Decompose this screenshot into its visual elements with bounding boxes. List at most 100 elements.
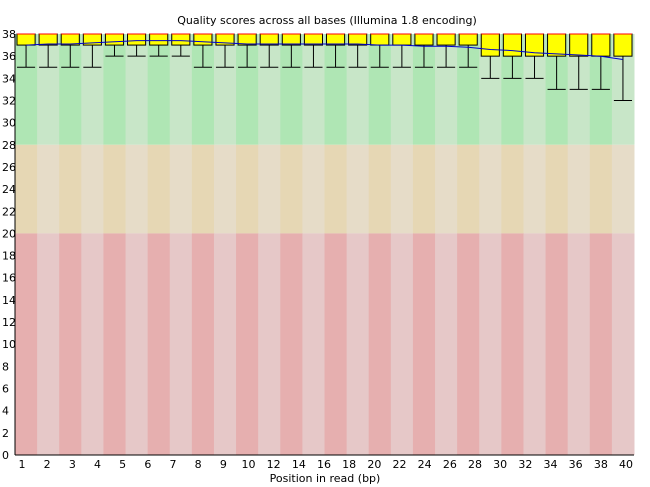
- iqr-box: [259, 33, 279, 46]
- quality-band-reasonable-stripe: [368, 144, 392, 234]
- box-position-1: [16, 33, 36, 68]
- iqr-box: [104, 33, 125, 46]
- quality-band-good-stripe: [324, 34, 348, 145]
- mean-line-group: [26, 40, 623, 60]
- quality-band-reasonable-stripe: [302, 144, 325, 234]
- quality-band-reasonable-stripe: [59, 144, 82, 234]
- quality-band-reasonable-stripe: [191, 144, 215, 234]
- quality-band-reasonable-stripe: [37, 144, 60, 234]
- quality-band-reasonable-stripe: [103, 144, 127, 234]
- box-position-28-29: [414, 33, 434, 68]
- quality-band-reasonable-stripe: [81, 144, 104, 234]
- quality-band-reasonable-stripe: [213, 144, 237, 234]
- box-position-5: [104, 33, 125, 57]
- y-tick-label: 2: [2, 427, 9, 440]
- quality-band-reasonable-stripe: [567, 144, 591, 234]
- x-tick-label: 20: [367, 458, 381, 471]
- quality-band-poor-stripe: [302, 233, 325, 455]
- x-tick-label: 7: [170, 458, 177, 471]
- x-tick-label: 10: [242, 458, 256, 471]
- iqr-box: [171, 33, 191, 46]
- axes: [14, 34, 634, 456]
- iqr-box: [325, 33, 346, 46]
- x-tick-label: 24: [418, 458, 432, 471]
- quality-band-reasonable-stripe: [324, 144, 348, 234]
- chart-title: Quality scores across all bases (Illumin…: [177, 14, 477, 27]
- iqr-box: [591, 33, 611, 57]
- quality-band-good-stripe: [346, 34, 370, 145]
- quality-band-good-stripe: [15, 34, 38, 145]
- iqr-box: [281, 33, 301, 46]
- quality-band-poor-stripe: [589, 233, 613, 455]
- quality-band-poor-stripe: [147, 233, 171, 455]
- x-tick-label: 12: [267, 458, 281, 471]
- quality-band-poor-stripe: [169, 233, 193, 455]
- iqr-box: [303, 33, 324, 46]
- quality-band-reasonable-stripe: [346, 144, 370, 234]
- quality-band-good-stripe: [457, 34, 480, 145]
- quality-band-reasonable-stripe: [611, 144, 635, 234]
- quality-band-poor-stripe: [457, 233, 480, 455]
- box-position-16-17: [281, 33, 301, 68]
- x-tick-label: 34: [544, 458, 558, 471]
- y-tick-label: 10: [2, 338, 16, 351]
- quality-band-good-stripe: [213, 34, 237, 145]
- x-tick-label: 9: [220, 458, 227, 471]
- iqr-box: [370, 33, 390, 46]
- quality-band-poor-stripe: [501, 233, 524, 455]
- x-tick-label: 36: [569, 458, 583, 471]
- quality-band-reasonable-stripe: [435, 144, 458, 234]
- box-position-38-39: [524, 33, 545, 79]
- x-tick-label: 2: [44, 458, 51, 471]
- box-position-7: [149, 33, 169, 57]
- quality-band-good-stripe: [103, 34, 127, 145]
- quality-band-reasonable-stripe: [169, 144, 193, 234]
- y-tick-label: 36: [2, 50, 16, 63]
- y-tick-label: 34: [2, 72, 16, 85]
- x-tick-label: 28: [468, 458, 482, 471]
- quality-band-good-stripe: [523, 34, 547, 145]
- iqr-box: [193, 33, 213, 46]
- x-tick-label: 30: [493, 458, 507, 471]
- box-position-18-19: [303, 33, 324, 68]
- quality-band-poor-stripe: [324, 233, 348, 455]
- box-position-6: [127, 33, 147, 57]
- quality-band-good-stripe: [412, 34, 436, 145]
- iqr-box: [414, 33, 434, 46]
- x-tick-label: 5: [119, 458, 126, 471]
- quality-band-poor-stripe: [59, 233, 82, 455]
- y-tick-label: 22: [2, 205, 16, 218]
- quality-band-reasonable-stripe: [15, 144, 38, 234]
- box-position-14-15: [259, 33, 279, 68]
- box-position-22-23: [348, 33, 368, 68]
- y-tick-label: 26: [2, 161, 16, 174]
- quality-band-poor-stripe: [611, 233, 635, 455]
- x-tick-label: 32: [518, 458, 532, 471]
- quality-band-poor-stripe: [368, 233, 392, 455]
- y-tick-label: 38: [2, 28, 16, 41]
- y-tick-label: 8: [2, 360, 9, 373]
- quality-band-good-stripe: [368, 34, 392, 145]
- x-tick-label: 18: [342, 458, 356, 471]
- quality-band-reasonable-stripe: [545, 144, 569, 234]
- box-position-10-11: [215, 33, 235, 68]
- mean-line: [26, 40, 623, 60]
- quality-band-poor-stripe: [258, 233, 281, 455]
- y-tick-label: 24: [2, 183, 16, 196]
- quality-band-reasonable-stripe: [390, 144, 414, 234]
- y-tick-label: 6: [2, 383, 9, 396]
- quality-band-reasonable-stripe: [479, 144, 502, 234]
- quality-band-reasonable-stripe: [501, 144, 524, 234]
- quality-band-reasonable-stripe: [236, 144, 259, 234]
- x-ticks: 1 2 3 4 5 6 7 8 9 10 12 14 16 18 20 22 24 26 28 30 32 34 36 38 4…: [19, 458, 634, 471]
- quality-band-poor-stripe: [412, 233, 436, 455]
- x-tick-label: 38: [594, 458, 608, 471]
- x-tick-label: 14: [292, 458, 306, 471]
- quality-band-poor-stripe: [15, 233, 38, 455]
- y-tick-label: 28: [2, 139, 16, 152]
- iqr-box: [436, 33, 456, 46]
- box-position-8: [171, 33, 191, 57]
- quality-band-poor-stripe: [545, 233, 569, 455]
- quality-band-reasonable-stripe: [147, 144, 171, 234]
- quality-band-good-stripe: [479, 34, 502, 145]
